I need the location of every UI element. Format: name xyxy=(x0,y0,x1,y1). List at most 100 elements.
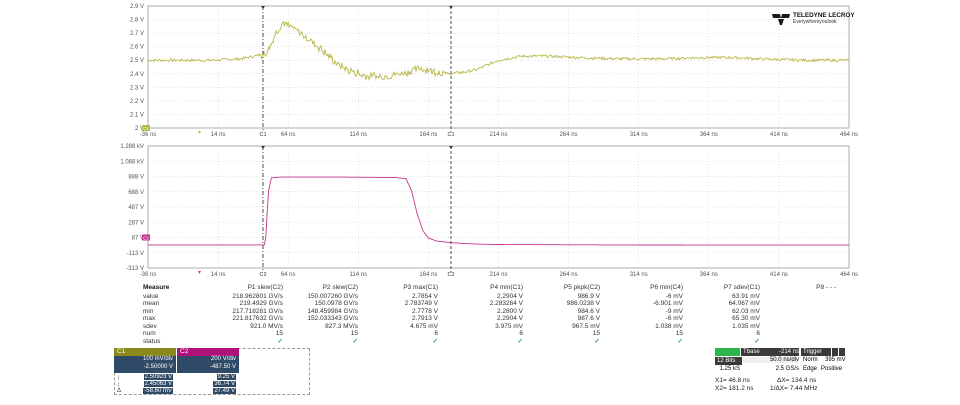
brand-logo: TELEDYNE LECROY Everywhereyoulook xyxy=(772,11,855,27)
channel-tag-label: C2 xyxy=(143,236,149,241)
x-tick-label: 364 ns xyxy=(700,132,718,138)
x-tick-label: 14 ns xyxy=(211,272,226,278)
trigger-mode: Norm xyxy=(803,357,818,363)
measure-cell: 6 xyxy=(756,330,760,338)
channel-1-cursor-v2: 2.45063 V xyxy=(143,381,173,387)
y-tick-label: 2 V xyxy=(135,126,144,132)
brand-tagline: Everywhereyoulook xyxy=(793,19,837,25)
timebase-tag: Tbase xyxy=(741,348,765,356)
panel-2: 1.288 kV 1.088 kV 888 V 688 V 487 V 287 V 87 V… xyxy=(120,144,858,278)
cursor-handle-icon xyxy=(261,6,265,9)
trigger-marker-icon xyxy=(198,271,201,274)
measure-cell: -6 mV xyxy=(665,315,683,323)
measure-column-header[interactable]: P3 max(C1) xyxy=(403,284,438,291)
measure-cell: 15 xyxy=(675,330,683,338)
measure-row-label: num xyxy=(143,330,156,338)
x-tick-label: 464 ns xyxy=(840,272,858,278)
y-tick-label: 2.4 V xyxy=(130,72,144,78)
channel-1-offset: -2.50000 V xyxy=(143,364,173,370)
trigger-coupling-icon xyxy=(839,348,845,356)
measure-row: mean 219.4929 GV/s 150.0978 GV/s 2.783749 V… xyxy=(143,300,851,308)
timebase-samples: 1.25 kS xyxy=(719,366,740,372)
cursor-dx: ΔX= 134.4 ns xyxy=(777,377,817,384)
channel-2-highlight xyxy=(177,356,239,373)
waveform-trace-C1 xyxy=(147,20,850,81)
measure-table: Measure P1 slew(C2) P2 slew(C2) P3 max(C1)… xyxy=(143,284,851,346)
channel-zero-marker xyxy=(142,234,150,241)
y-tick-label: 2.5 V xyxy=(130,58,144,64)
channel-1-highlight xyxy=(114,356,176,373)
measure-column-header[interactable]: P7 sdev(C1) xyxy=(723,284,760,291)
timebase-bits: 12 Bits xyxy=(715,357,742,365)
trigger-type: Edge xyxy=(803,366,818,372)
measure-column-header[interactable]: P2 slew(C2) xyxy=(322,284,358,291)
trigger-level: 395 mV xyxy=(825,357,846,363)
cursor-handle-icon xyxy=(261,146,265,149)
x-tick-label: 314 ns xyxy=(630,272,648,278)
measure-cell: 2.2904 V xyxy=(496,292,523,300)
cursor-x2: X2= 181.2 ns xyxy=(715,385,754,392)
timebase-delay: -214 ns xyxy=(765,348,799,356)
measure-row-label: value xyxy=(143,292,159,300)
y-tick-label: 1.288 kV xyxy=(120,144,144,150)
measure-cell: 15 xyxy=(350,330,358,338)
y-tick-label: 2.1 V xyxy=(130,112,144,118)
measure-cell: 148.459984 GV/s xyxy=(307,307,358,315)
channel-1-cursor-mark-2: ↕ xyxy=(117,382,120,388)
measure-cell: 2.283264 V xyxy=(489,300,523,308)
timebase-rate: 2.5 GS/s xyxy=(775,366,799,372)
x-tick-label: 64 ns xyxy=(281,132,296,138)
x-tick-label: 464 ns xyxy=(840,132,858,138)
channel-1-descriptor[interactable]: C1 100 mV/div -2.50000 V ↕ 2.50923 V ↕ 2… xyxy=(114,348,176,395)
y-tick-label: 2.7 V xyxy=(130,31,144,37)
x-tick-label: 114 ns xyxy=(350,132,368,138)
timebase-trigger-descriptor[interactable]: Tbase -214 ns Trigger 12 Bits 50.0 ns/di… xyxy=(715,348,846,375)
measure-cell: 150.007260 GV/s xyxy=(307,292,358,300)
x-tick-label: 414 ns xyxy=(770,132,788,138)
cursor-inverse-dx: 1/ΔX= 7.44 MHz xyxy=(770,385,818,392)
measure-row: min 217.718281 GV/s 148.459984 GV/s 2.7778 … xyxy=(143,308,851,316)
measure-column-header[interactable]: P4 min(C1) xyxy=(490,284,523,291)
measure-column-header[interactable]: P5 pkpk(C2) xyxy=(563,284,600,291)
measure-cell: 2.7854 V xyxy=(411,292,438,300)
measure-cell: 217.718281 GV/s xyxy=(232,307,283,315)
measure-cell: 1.035 mV xyxy=(732,322,760,330)
measure-cell: 4.675 mV xyxy=(410,322,438,330)
channel-1-cursor-dv: -58.60 mV xyxy=(143,388,173,394)
measure-cell: 221.817632 GV/s xyxy=(232,315,283,323)
channel-1-delta-mark: Δ xyxy=(117,388,122,394)
cursor-label: C2 xyxy=(259,272,266,278)
x-tick-label: 214 ns xyxy=(489,132,507,138)
measure-column-header[interactable]: P8 - - - xyxy=(816,284,836,291)
y-tick-label: 2.9 V xyxy=(130,4,144,10)
measure-cell: 63.91 mV xyxy=(732,292,760,300)
measure-cell: 967.5 mV xyxy=(572,322,600,330)
measure-column-header[interactable]: P6 min(C4) xyxy=(650,284,683,291)
measure-column-header[interactable]: P1 slew(C2) xyxy=(247,284,283,291)
cursor-label: C2 xyxy=(447,272,454,278)
measure-cell: 218.962801 GV/s xyxy=(232,292,283,300)
measure-cell: 921.0 MV/s xyxy=(250,322,283,330)
trigger-marker-icon xyxy=(198,131,201,134)
measure-header-row: Measure P1 slew(C2) P2 slew(C2) P3 max(C1)… xyxy=(143,284,851,293)
cursor-x1: X1= 46.8 ns xyxy=(715,377,750,384)
channel-2-scale: 200 V/div xyxy=(210,356,236,362)
cursor-label: C1 xyxy=(447,132,454,138)
measure-cell: 6 xyxy=(434,330,438,338)
measure-cell: 2.7778 V xyxy=(411,307,438,315)
measure-cell: 152.033343 GV/s xyxy=(307,315,358,323)
lecroy-logo-icon xyxy=(772,14,790,25)
measure-cell: ✓ xyxy=(754,338,760,346)
timebase-status-badge xyxy=(715,348,740,356)
timebase-tdiv: 50.0 ns/div xyxy=(743,357,799,363)
measure-row: status ✓ ✓ ✓ ✓ ✓ ✓ ✓ xyxy=(143,338,851,346)
x-tick-label: 114 ns xyxy=(350,272,368,278)
channel-2-tag: C2 xyxy=(180,348,189,355)
measure-row: num 15 15 6 6 15 15 6 xyxy=(143,330,851,338)
channel-2-descriptor[interactable]: C2 200 V/div -487.50 V 9.25 V 36.74 V 27… xyxy=(177,348,239,395)
cursor-handle-icon xyxy=(449,6,453,9)
measure-row: value 218.962801 GV/s 150.007260 GV/s 2.785… xyxy=(143,293,851,301)
measure-cell: 2.783749 V xyxy=(404,300,438,308)
measure-cell: ✓ xyxy=(517,338,523,346)
